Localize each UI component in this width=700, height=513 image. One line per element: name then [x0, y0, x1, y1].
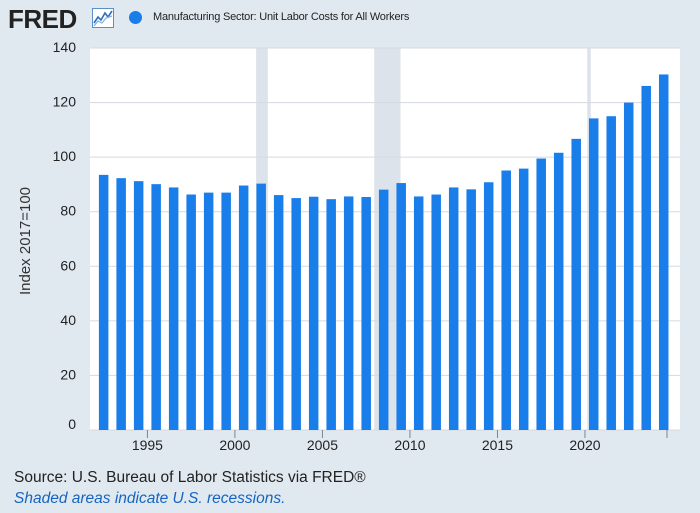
bar[interactable] [623, 102, 634, 431]
bar[interactable] [396, 183, 406, 430]
y-tick-label: 40 [60, 312, 76, 328]
bar[interactable] [501, 170, 511, 430]
bar[interactable] [203, 192, 214, 430]
chart-legend[interactable]: Manufacturing Sector: Unit Labor Costs f… [129, 9, 409, 25]
bar[interactable] [571, 138, 581, 430]
bar[interactable] [256, 183, 266, 430]
bar-chart: Index 2017=100 0 20 40 60 80 100 120 140 1995 20… [17, 39, 680, 453]
bar[interactable] [448, 187, 459, 430]
bar[interactable] [413, 196, 424, 430]
y-tick-label: 60 [60, 257, 76, 273]
x-tick-label: 2010 [394, 437, 425, 453]
y-tick-label: 80 [60, 203, 76, 219]
x-tick-label: 2000 [219, 437, 250, 453]
y-tick-label: 0 [68, 416, 76, 432]
bar[interactable] [308, 196, 319, 430]
y-tick-label: 20 [60, 366, 76, 382]
fred-logo[interactable]: FRED [8, 4, 77, 34]
bar[interactable] [588, 118, 599, 430]
bar[interactable] [168, 187, 179, 430]
recession-note[interactable]: Shaded areas indicate U.S. recessions. [14, 490, 286, 507]
bar[interactable] [536, 158, 546, 430]
bar[interactable] [151, 184, 161, 430]
bar[interactable] [273, 195, 284, 430]
bar[interactable] [238, 185, 249, 430]
bar[interactable] [641, 85, 651, 431]
bar[interactable] [133, 181, 144, 430]
x-tick-label: 1995 [132, 437, 163, 453]
bar[interactable] [658, 74, 669, 431]
y-axis-label: Index 2017=100 [17, 187, 34, 295]
bar[interactable] [116, 178, 126, 430]
x-tick-label: 2020 [569, 437, 600, 453]
chart-header: FRED Manufacturing Sector: Unit Labor Co… [0, 0, 700, 40]
bar[interactable] [518, 168, 529, 431]
bar[interactable] [553, 152, 564, 430]
x-tick-label: 2015 [482, 437, 513, 453]
chart-footer: Source: U.S. Bureau of Labor Statistics … [14, 468, 694, 510]
legend-marker [129, 10, 142, 24]
legend-label: Manufacturing Sector: Unit Labor Costs f… [153, 11, 410, 23]
bar[interactable] [326, 199, 336, 430]
bar[interactable] [361, 196, 371, 430]
y-tick-label: 100 [53, 148, 77, 164]
bar[interactable] [98, 174, 109, 430]
line-chart-icon [92, 8, 114, 28]
bar[interactable] [483, 182, 494, 430]
y-tick-label: 140 [53, 39, 77, 55]
x-tick-label: 2005 [307, 437, 338, 453]
bar[interactable] [291, 198, 301, 430]
bar[interactable] [606, 116, 616, 430]
bar[interactable] [221, 192, 231, 430]
bar[interactable] [431, 194, 441, 430]
bar[interactable] [466, 189, 476, 430]
source-credit: Source: U.S. Bureau of Labor Statistics … [14, 469, 366, 486]
y-tick-label: 120 [53, 94, 77, 110]
bar[interactable] [186, 194, 196, 430]
bar[interactable] [378, 189, 389, 430]
bar[interactable] [343, 196, 354, 430]
